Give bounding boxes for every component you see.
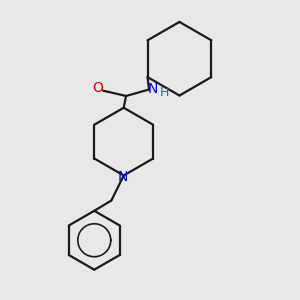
Text: H: H bbox=[160, 86, 169, 99]
Text: N: N bbox=[118, 169, 128, 184]
Text: O: O bbox=[92, 81, 103, 95]
Text: N: N bbox=[147, 82, 158, 96]
